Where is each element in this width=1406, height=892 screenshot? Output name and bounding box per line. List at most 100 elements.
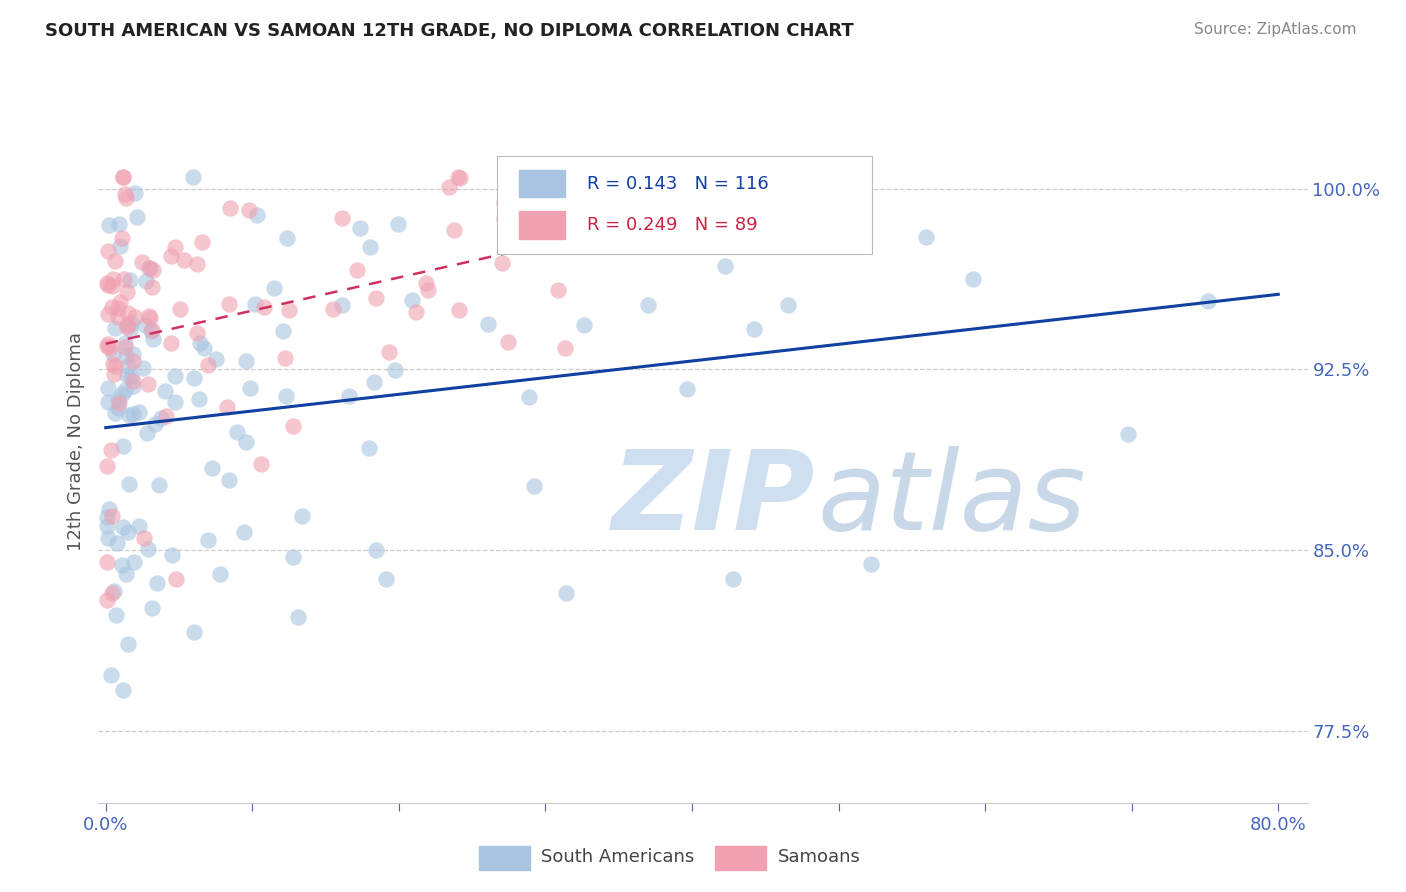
Point (201, 461, 224, 475)
Point (104, 406, 127, 420)
Point (197, 358, 219, 372)
Point (111, 169, 134, 184)
Point (111, 439, 134, 453)
Point (512, 204, 534, 219)
Point (122, 407, 145, 421)
Point (115, 285, 138, 299)
Point (138, 310, 160, 324)
Y-axis label: 12th Grade, No Diploma: 12th Grade, No Diploma (66, 332, 84, 551)
Text: R = 0.249   N = 89: R = 0.249 N = 89 (586, 216, 758, 234)
Point (103, 583, 125, 598)
Point (962, 272, 984, 286)
Point (122, 354, 145, 368)
Point (117, 637, 139, 651)
Point (104, 359, 127, 373)
Point (337, 389, 360, 403)
Point (523, 478, 546, 492)
Point (401, 293, 423, 308)
Point (124, 186, 146, 201)
Point (148, 478, 170, 492)
Point (281, 550, 304, 565)
Point (492, 211, 515, 226)
Point (675, 382, 697, 396)
Point (124, 310, 146, 325)
Point (108, 238, 131, 252)
Point (112, 169, 135, 184)
Point (142, 332, 165, 346)
Point (273, 351, 295, 365)
Point (377, 345, 399, 359)
Point (115, 191, 138, 205)
Point (97, 219, 120, 233)
Point (96, 276, 118, 290)
Point (103, 357, 125, 371)
Point (492, 196, 515, 211)
Point (416, 283, 439, 297)
Point (104, 253, 127, 268)
Point (181, 169, 204, 184)
Point (135, 275, 157, 289)
Point (114, 340, 136, 354)
Point (415, 276, 437, 290)
Point (860, 558, 883, 572)
Point (447, 169, 470, 184)
Point (107, 310, 129, 325)
Point (97, 531, 120, 545)
Point (169, 302, 191, 317)
Point (134, 318, 156, 332)
Point (263, 281, 285, 295)
Point (97, 336, 120, 351)
Point (115, 320, 138, 334)
Point (136, 377, 159, 392)
Point (278, 303, 301, 318)
Point (115, 349, 138, 363)
Point (155, 409, 177, 423)
Point (98, 341, 121, 355)
Point (253, 301, 276, 315)
Point (208, 567, 231, 582)
Point (443, 223, 465, 237)
Point (103, 321, 125, 335)
Point (346, 262, 368, 277)
Point (491, 255, 513, 269)
Point (238, 203, 260, 218)
Point (139, 260, 162, 275)
Point (173, 253, 195, 268)
Point (121, 375, 143, 389)
Point (96, 555, 118, 569)
Point (363, 375, 385, 389)
Point (405, 305, 427, 319)
Point (108, 294, 131, 309)
Point (101, 509, 124, 524)
Point (138, 261, 160, 276)
Point (97, 307, 120, 321)
Point (108, 217, 131, 231)
Point (235, 435, 257, 450)
Point (271, 324, 294, 338)
Point (359, 239, 381, 253)
Point (107, 401, 129, 415)
Point (188, 392, 211, 407)
Bar (716, 847, 766, 870)
Point (104, 607, 127, 622)
Point (143, 417, 166, 431)
Point (136, 426, 159, 441)
Point (250, 457, 273, 471)
Point (111, 558, 134, 572)
Point (114, 186, 136, 201)
Point (101, 347, 124, 361)
Point (121, 347, 143, 361)
Point (165, 240, 187, 254)
Point (246, 208, 269, 222)
Point (100, 668, 122, 682)
Point (197, 533, 219, 548)
Point (98, 501, 121, 516)
Point (714, 259, 737, 273)
Point (142, 262, 165, 277)
Point (239, 381, 262, 395)
Point (107, 301, 129, 316)
Text: SOUTH AMERICAN VS SAMOAN 12TH GRADE, NO DIPLOMA CORRELATION CHART: SOUTH AMERICAN VS SAMOAN 12TH GRADE, NO … (45, 22, 853, 40)
Point (915, 230, 938, 244)
Point (103, 367, 125, 381)
Point (117, 525, 139, 540)
